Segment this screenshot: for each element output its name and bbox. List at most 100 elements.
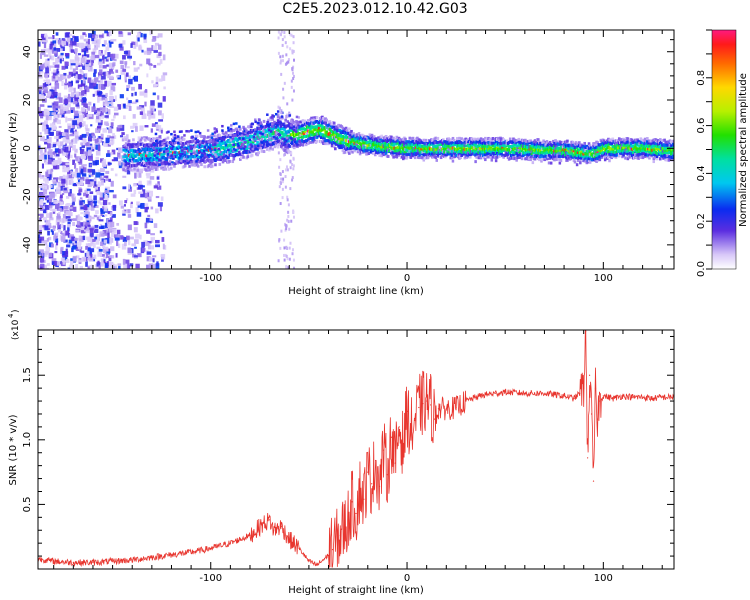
spectrogram-noise-cell	[100, 172, 105, 176]
spectrogram-noise-cell	[99, 97, 103, 101]
spectrogram-noise-cell	[111, 149, 116, 155]
spectrogram-noise-cell	[48, 65, 51, 71]
spectrogram-noise-cell	[287, 60, 290, 64]
spectrogram-noise-cell	[65, 179, 68, 186]
spectrogram-ridge-cell	[313, 118, 317, 122]
spectrogram-noise-cell	[110, 139, 113, 142]
spectrogram-ridge-cell	[445, 153, 448, 157]
spectrogram-halo-cell	[348, 135, 351, 139]
spectrogram-noise-cell	[67, 155, 70, 160]
spectrogram-ridge-cell	[208, 148, 212, 152]
spectrogram-noise-cell	[149, 168, 155, 173]
spectrogram-noise-cell	[105, 58, 109, 62]
spectrogram-noise-cell	[101, 97, 106, 101]
spectrogram-noise-cell	[157, 95, 160, 100]
spectrogram-noise-cell	[99, 173, 103, 180]
spectrogram-noise-cell	[137, 32, 141, 38]
spectrogram-noise-cell	[138, 83, 142, 90]
spectrogram-ridge-cell	[340, 146, 344, 150]
spectrogram-noise-cell	[63, 106, 68, 112]
spectrogram-noise-cell	[86, 230, 89, 233]
spectrogram-halo-cell	[529, 158, 532, 162]
spectrogram-noise-cell	[78, 111, 81, 114]
spectrogram-noise-cell	[153, 108, 157, 112]
spectrogram-ridge-cell	[195, 149, 199, 153]
spectrogram-halo-cell	[192, 149, 196, 153]
spectrogram-noise-cell	[99, 224, 103, 227]
spectrogram-noise-cell	[116, 127, 121, 132]
spectrogram-noise-cell	[66, 174, 69, 180]
spectrogram-noise-cell	[105, 111, 109, 114]
spectrogram-halo-cell	[292, 141, 296, 145]
spectrogram-ridge-cell	[343, 150, 347, 154]
spectrogram-noise-cell	[279, 158, 282, 162]
spectrogram-ridge-cell	[136, 144, 140, 148]
spectrogram-ridge-cell	[349, 138, 352, 142]
spectrogram-halo-cell	[504, 150, 508, 154]
spectrogram-noise-cell	[75, 91, 80, 98]
spectrogram-noise-cell	[289, 32, 292, 36]
spectrogram-noise-cell	[71, 245, 77, 250]
spectrogram-noise-cell	[158, 51, 162, 56]
spectrogram-ridge-cell	[156, 142, 160, 146]
spectrogram-noise-cell	[90, 146, 95, 152]
spectrogram-noise-cell	[156, 166, 160, 171]
spectrogram-noise-cell	[278, 106, 281, 110]
spectrogram-noise-cell	[51, 158, 55, 163]
spectrogram-noise-cell	[86, 220, 90, 224]
spectrogram-noise-cell	[161, 75, 166, 81]
spectrogram-noise-cell	[43, 264, 47, 269]
spectrogram-halo-cell	[357, 132, 361, 136]
spectrogram-noise-cell	[162, 54, 166, 61]
spectrogram-halo-cell	[526, 155, 529, 159]
spectrogram-noise-cell	[55, 241, 59, 246]
spectrogram-noise-cell	[67, 40, 70, 47]
spectrogram-ridge-cell	[559, 145, 563, 149]
spectrogram-noise-cell	[104, 80, 107, 87]
spectrogram-noise-cell	[44, 60, 50, 67]
spectrogram-noise-cell	[58, 132, 64, 135]
spectrogram-halo-cell	[603, 158, 607, 162]
spectrogram-noise-cell	[64, 61, 69, 67]
spectrogram-ridge-cell	[346, 142, 350, 146]
spectrogram-noise-cell	[79, 124, 82, 128]
spectrogram-noise-cell	[45, 251, 50, 255]
spectrogram-noise-cell	[152, 45, 158, 51]
spectrogram-noise-cell	[63, 99, 69, 105]
spectrogram-ridge-cell	[437, 144, 441, 148]
spectrogram-noise-cell	[156, 35, 160, 39]
spectrogram-noise-cell	[47, 196, 53, 202]
spectrogram-ridge-cell	[441, 138, 445, 142]
spectrogram-ridge-cell	[587, 142, 591, 146]
spectrogram-ridge-cell	[400, 150, 404, 154]
spectrogram-noise-cell	[153, 64, 157, 68]
spectrogram-noise-cell	[57, 113, 60, 118]
spectrogram-ridge-cell	[136, 168, 140, 172]
spectrogram-ridge-cell	[483, 156, 486, 160]
spectrogram-ridge-cell	[620, 138, 623, 142]
spectrogram-noise-cell	[103, 239, 108, 244]
spectrogram-noise-cell	[158, 119, 164, 122]
spectrogram-noise-cell	[64, 78, 68, 85]
spectrogram-noise-cell	[45, 124, 49, 128]
spectrogram-noise-cell	[144, 222, 148, 229]
spectrogram-noise-cell	[75, 229, 80, 232]
spectrogram-noise-cell	[124, 62, 127, 68]
spectrogram-ridge-cell	[478, 139, 482, 143]
spectrogram-noise-cell	[98, 58, 102, 64]
spectrogram-noise-cell	[279, 61, 282, 65]
spectrogram-noise-cell	[76, 63, 81, 67]
spectrogram-noise-cell	[60, 52, 64, 56]
spectrogram-ridge-cell	[609, 138, 612, 142]
spectrogram-noise-cell	[38, 41, 41, 47]
spectrogram-ridge-cell	[284, 118, 287, 122]
spectrogram-noise-cell	[49, 217, 54, 221]
spectrogram-noise-cell	[81, 200, 85, 204]
spectrogram-halo-cell	[305, 131, 309, 135]
spectrogram-ridge-cell	[251, 140, 255, 144]
spectrogram-noise-cell	[72, 159, 75, 165]
spectrogram-halo-cell	[517, 148, 521, 152]
spectrogram-noise-cell	[107, 73, 111, 79]
spectrogram-noise-cell	[113, 112, 119, 116]
spectrogram-noise-cell	[53, 199, 58, 204]
